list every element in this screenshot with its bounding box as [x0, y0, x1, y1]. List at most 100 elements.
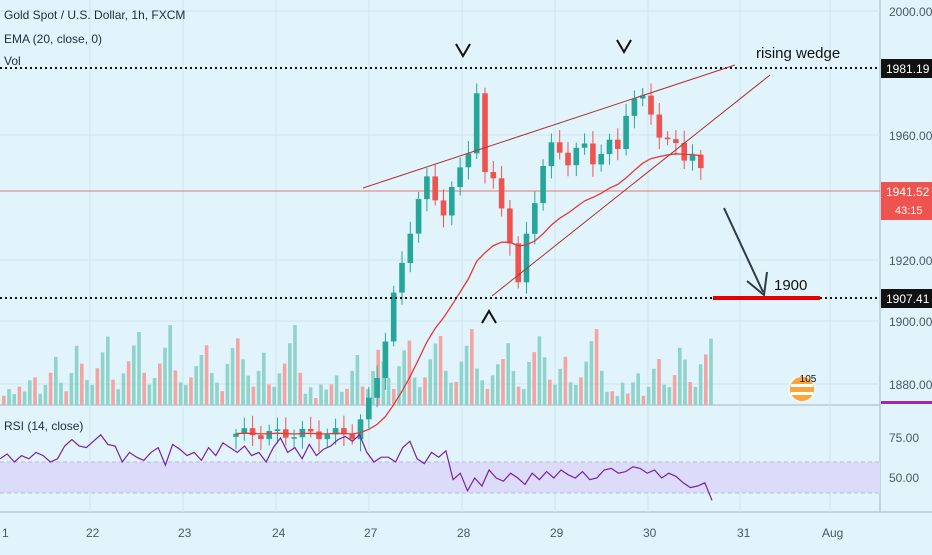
volume-bar [475, 368, 479, 405]
bottom-marker-icon[interactable] [481, 309, 497, 324]
volume-bar [548, 379, 552, 405]
volume-bar [438, 336, 443, 405]
volume-bar [423, 377, 427, 405]
volume-bar [22, 391, 27, 405]
volume-bar [496, 364, 500, 405]
volume-bar [698, 364, 703, 405]
volume-bar [620, 382, 625, 405]
volume-bar [490, 375, 495, 405]
volume-bar [324, 389, 328, 405]
volume-bar [376, 349, 380, 405]
rsi-pane[interactable] [0, 405, 880, 512]
volume-bar [12, 394, 16, 405]
ema-legend[interactable]: EMA (20, close, 0) [4, 32, 103, 46]
candle-body [307, 428, 314, 432]
volume-axis-marker [881, 401, 932, 404]
candle-body [415, 199, 422, 234]
wedge-label[interactable]: rising wedge [756, 45, 840, 62]
volume-bar [631, 382, 635, 405]
volume-bar [516, 386, 521, 405]
volume-bar [345, 388, 349, 405]
volume-bar [646, 386, 651, 405]
volume-bar [74, 345, 79, 405]
volume-bar [553, 384, 557, 405]
candle-body [241, 428, 248, 434]
volume-bar [111, 379, 115, 405]
volume-bar [688, 382, 692, 405]
price-tick: 2000.00 [889, 5, 932, 19]
ema-line [235, 153, 701, 435]
volume-bar [366, 389, 370, 405]
wedge-upper-line[interactable] [362, 64, 736, 189]
candle-body [266, 431, 272, 439]
top-marker-icon[interactable] [455, 43, 471, 58]
volume-bar [626, 393, 630, 405]
volume-bar [563, 356, 568, 405]
volume-bar [121, 373, 126, 405]
level-tag-high[interactable] [881, 59, 932, 78]
candle-body [349, 434, 355, 440]
candle-body [357, 419, 364, 440]
volume-bar [184, 384, 188, 405]
price-tick: 1900.00 [889, 315, 932, 329]
volume-bar [407, 340, 412, 405]
time-label: 28 [457, 526, 471, 540]
time-axis[interactable] [0, 512, 932, 550]
volume-bar [220, 391, 224, 405]
volume-bar [329, 384, 334, 405]
candle-body [673, 139, 679, 143]
candle-body [664, 137, 671, 140]
volume-bar [90, 384, 94, 405]
target-label[interactable]: 1900 [774, 277, 807, 294]
volume-bar [522, 389, 526, 405]
volume-bar [371, 371, 375, 405]
volume-bars [2, 325, 713, 405]
volume-bar [236, 338, 240, 405]
current-price-text: 1941.52 [886, 185, 930, 199]
volume-bar [282, 363, 287, 405]
time-label: 1 [2, 526, 9, 540]
candle-body [407, 233, 414, 263]
volume-bar [459, 361, 464, 405]
level-tag-low-text: 1907.41 [886, 292, 930, 306]
wedge-lower-line[interactable] [491, 74, 771, 297]
candle-body [590, 143, 596, 165]
projection-arrow[interactable] [723, 207, 764, 293]
volume-bar [574, 384, 578, 405]
candle-body [681, 143, 687, 161]
candle-body [639, 95, 646, 99]
volume-bar [610, 391, 614, 405]
level-tag-low[interactable] [881, 289, 932, 308]
time-label: 24 [272, 526, 286, 540]
news-badge[interactable]: 105 [788, 374, 817, 403]
volume-bar [152, 378, 157, 405]
price-tick: 1880.00 [889, 378, 932, 392]
candle-body [515, 243, 521, 283]
volume-bar [360, 386, 365, 405]
symbol-legend[interactable]: Gold Spot / U.S. Dollar, 1h, FXCM [4, 8, 186, 22]
top-marker-icon[interactable] [616, 39, 632, 54]
volume-bar [397, 366, 401, 405]
time-label: Aug [822, 526, 843, 540]
volume-bar [199, 355, 204, 405]
volume-bar [251, 386, 256, 405]
volume-bar [168, 325, 172, 405]
candle-body [274, 429, 281, 431]
volume-bar [69, 373, 74, 405]
rsi-tick: 75.00 [889, 431, 919, 445]
vol-legend[interactable]: Vol [4, 54, 21, 68]
candle-body [615, 139, 621, 149]
price-tag[interactable] [881, 182, 932, 220]
candle-body [631, 98, 638, 116]
volume-bar [428, 359, 432, 405]
candle-body [324, 434, 331, 440]
price-axis[interactable] [880, 0, 932, 512]
rsi-legend[interactable]: RSI (14, close) [4, 419, 84, 433]
candle-body [523, 233, 530, 283]
volume-bar [314, 398, 318, 405]
volume-bar [106, 336, 110, 405]
volume-bar [64, 391, 68, 405]
candle-body [689, 154, 696, 161]
price-tick: 1960.00 [889, 129, 932, 143]
